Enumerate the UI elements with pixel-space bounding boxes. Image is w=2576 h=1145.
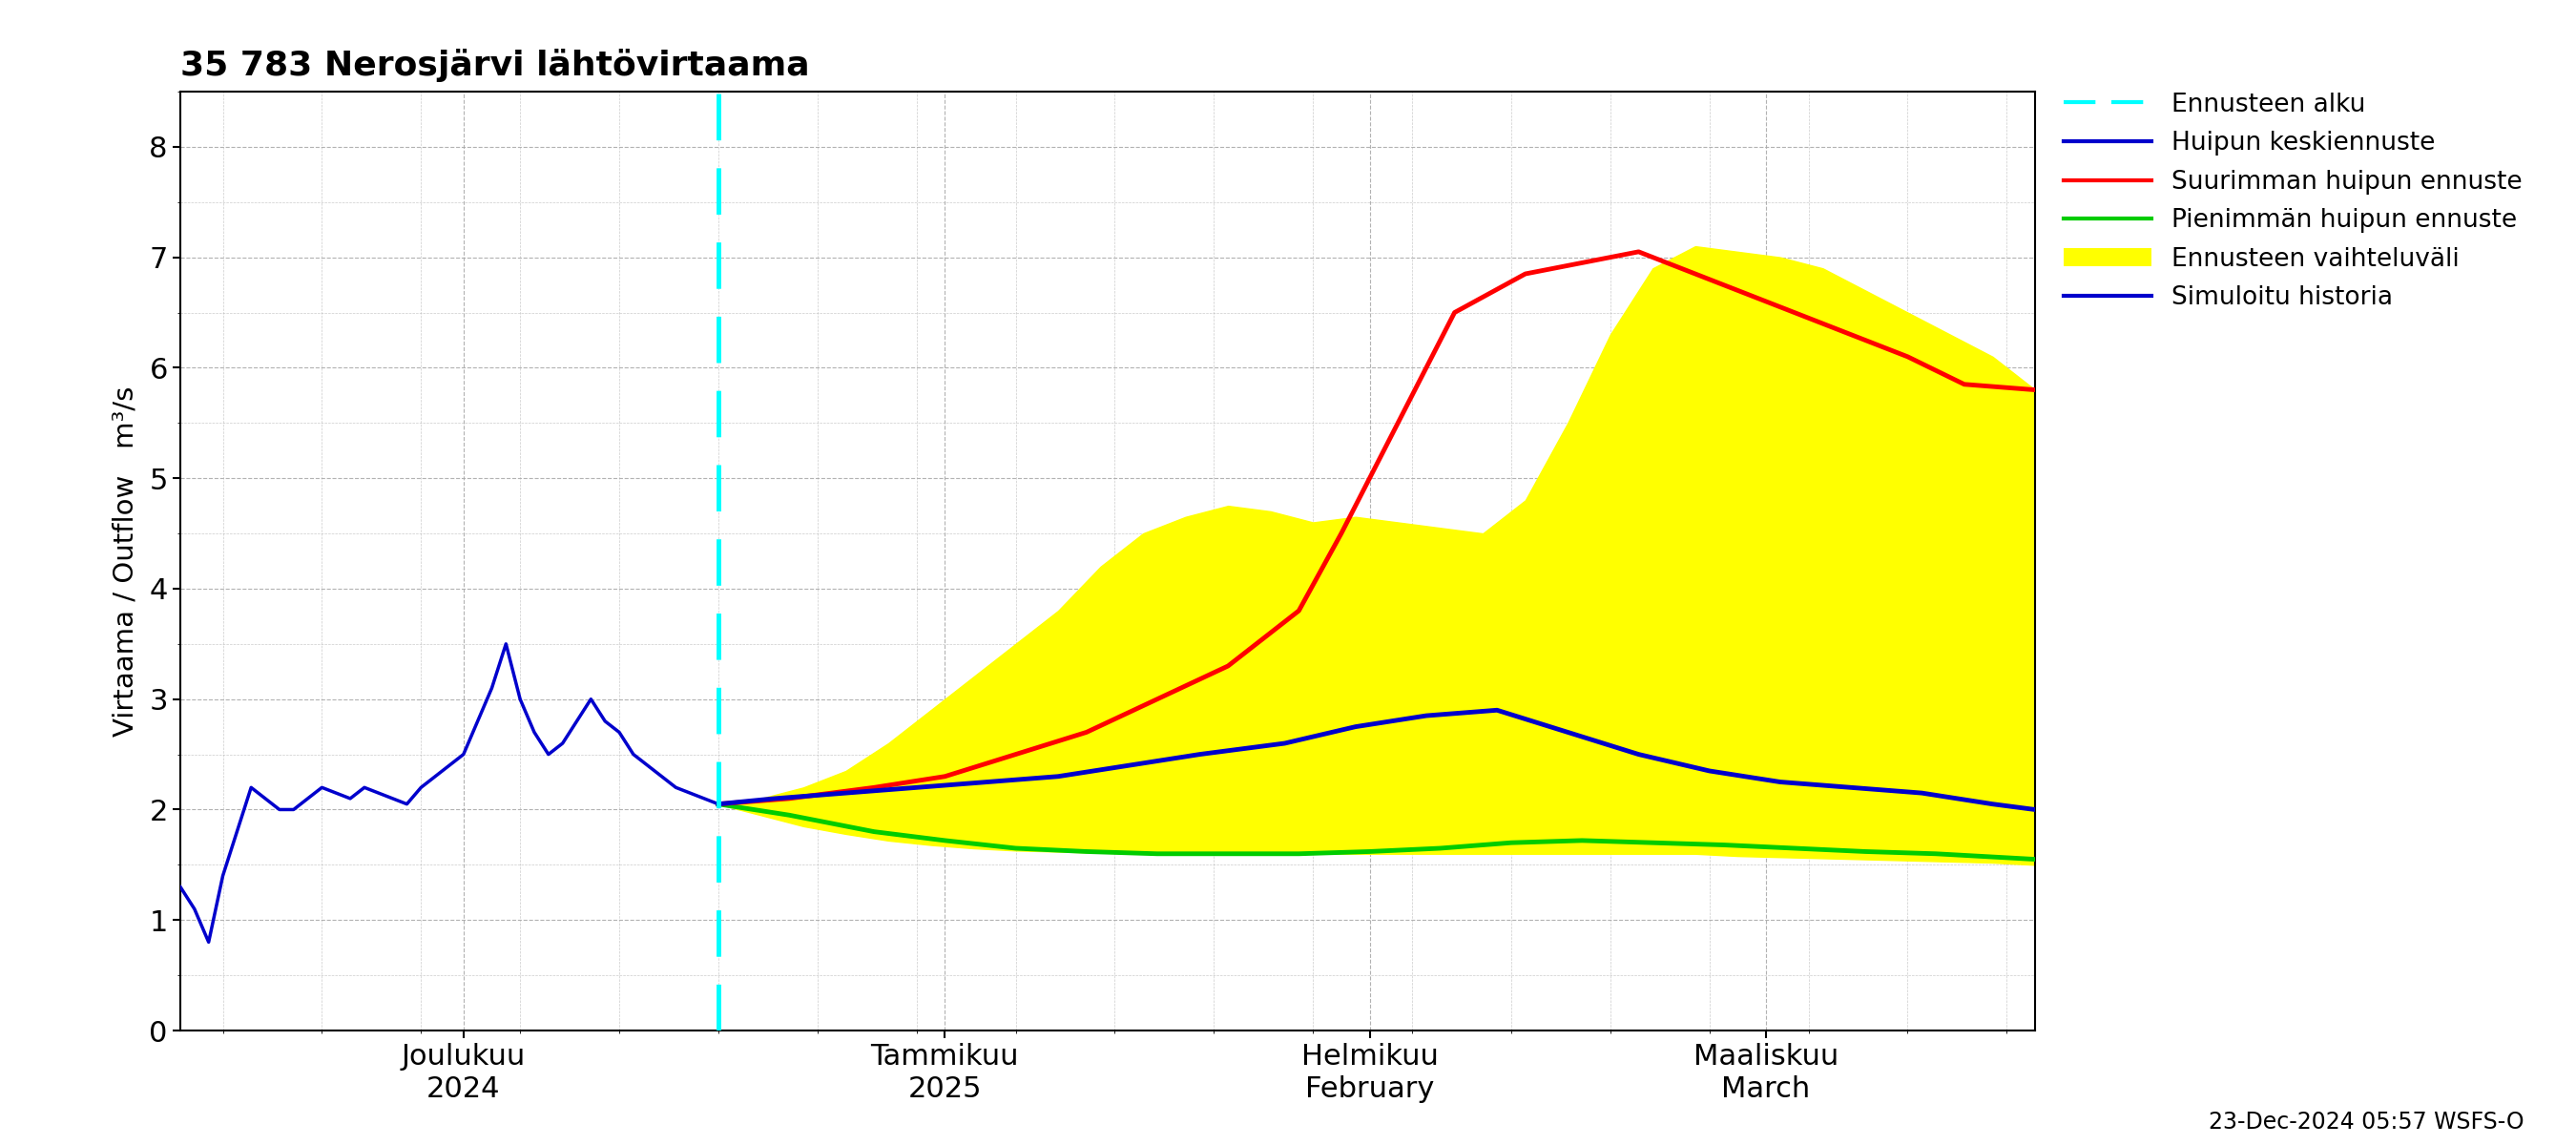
Y-axis label: Virtaama / Outflow   m³/s: Virtaama / Outflow m³/s: [111, 386, 139, 736]
Text: 35 783 Nerosjärvi lähtövirtaama: 35 783 Nerosjärvi lähtövirtaama: [180, 49, 809, 82]
Text: 23-Dec-2024 05:57 WSFS-O: 23-Dec-2024 05:57 WSFS-O: [2210, 1111, 2524, 1134]
Legend: Ennusteen alku, Huipun keskiennuste, Suurimman huipun ennuste, Pienimmän huipun : Ennusteen alku, Huipun keskiennuste, Suu…: [2053, 82, 2532, 321]
